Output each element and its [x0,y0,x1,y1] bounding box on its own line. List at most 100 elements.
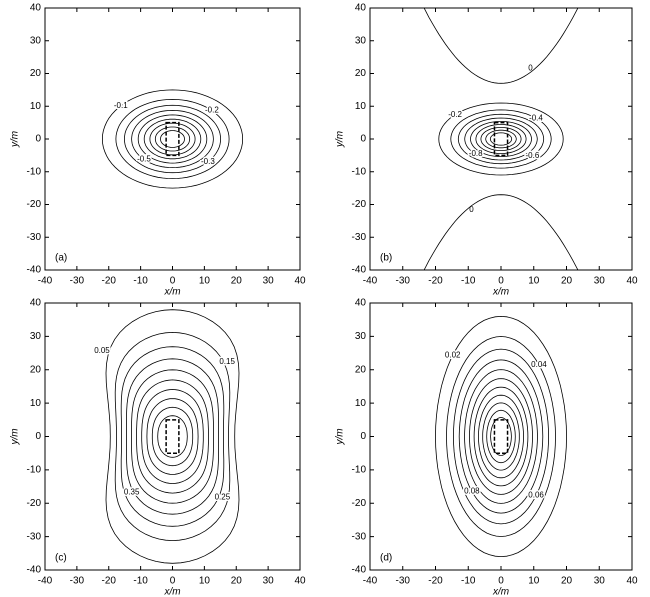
x-tick-label: -20 [428,576,443,587]
x-tick-label: 20 [561,576,573,587]
contour-line [115,98,230,180]
y-tick-label: -10 [27,166,42,177]
contour-line [154,126,191,152]
contour-line [143,118,202,160]
contour-line [105,309,240,564]
x-axis-label: x/m [163,587,180,597]
y-tick-label: 10 [355,101,367,112]
x-axis-label: x/m [492,587,509,597]
contour-line [452,348,550,525]
contour-line [131,109,214,169]
y-tick-label: -10 [352,166,367,177]
y-tick-label: 0 [35,431,41,442]
contour-line [473,386,529,487]
x-tick-label: 40 [294,276,306,287]
contour-line [489,132,513,146]
y-tick-label: 0 [360,134,366,145]
y-tick-label: -40 [352,565,367,576]
contour-label: 0.15 [219,357,235,366]
x-tick-label: 0 [170,576,176,587]
contour-label: 0.02 [445,350,461,359]
y-tick-label: -30 [27,232,42,243]
y-axis-label: y/m [10,428,21,445]
y-tick-label: 40 [30,298,42,309]
contour-line [136,379,209,494]
y-tick-label: 0 [360,431,366,442]
contour-line [101,89,244,189]
x-tick-label: -20 [428,276,443,287]
x-tick-label: 0 [498,276,504,287]
x-tick-label: -40 [363,276,378,287]
y-tick-label: 30 [30,331,42,342]
panel: -40 -30 -20 -10 0 10 20 30 40 -40 -30 -20 -10 0 10 20 30… [335,298,638,597]
y-tick-label: 20 [355,68,367,79]
contour-line [470,121,532,157]
contour-label: 0.04 [531,360,547,369]
x-tick-label: -10 [133,576,148,587]
contour-label: -0.6 [526,151,540,160]
contour-line [435,315,567,558]
y-tick-label: 20 [30,68,42,79]
x-tick-label: 30 [594,276,606,287]
x-tick-label: 30 [594,576,606,587]
x-tick-label: 10 [199,276,211,287]
contour-label: -0.4 [529,113,543,122]
y-tick-label: 40 [30,3,42,14]
contour-label: -0.5 [137,155,151,164]
x-tick-label: -10 [461,576,476,587]
contour-line [114,331,231,542]
x-tick-label: 40 [294,576,306,587]
panel: -40 -30 -20 -10 0 10 20 30 40 -40 -30 -20 -10 0 10 20 30… [335,3,638,298]
contours [423,8,579,270]
plot-frame [44,302,301,571]
contour-line [457,113,545,165]
contour-line [490,417,512,456]
source-outline [493,121,509,157]
contour-line [120,346,225,527]
y-axis-label: y/m [10,131,21,148]
plot-frame [44,7,301,271]
x-tick-label: 30 [263,276,275,287]
contour-label: -0.1 [114,101,128,110]
y-tick-label: -40 [27,265,42,276]
contour-label: 0 [469,205,474,214]
panel-label: (c) [55,553,67,564]
y-tick-label: 30 [355,35,367,46]
x-tick-label: 40 [626,276,638,287]
contour-line [464,369,538,504]
contour-line [151,406,194,467]
contour-line [482,402,520,471]
contour-line [446,336,556,537]
x-tick-label: 0 [498,576,504,587]
x-tick-label: 20 [231,576,243,587]
y-tick-label: 10 [355,398,367,409]
contour-label: 0.35 [124,487,140,496]
y-tick-label: 0 [35,134,41,145]
x-tick-label: -30 [70,576,85,587]
source-outline [165,121,180,157]
panel: -40 -30 -20 -10 0 10 20 30 40 -40 -30 -20 -10 0 10 20 30… [10,298,306,597]
panel-label: (a) [55,253,67,264]
x-axis-label: x/m [492,287,509,298]
contour-label: 0.25 [215,492,231,501]
x-tick-label: -20 [102,276,117,287]
y-tick-label: -20 [27,498,42,509]
x-tick-label: 0 [170,276,176,287]
contour-line [125,358,220,515]
y-tick-label: 20 [30,364,42,375]
contour-label: 0.08 [464,486,480,495]
panel-label: (b) [380,253,392,264]
y-tick-label: -10 [352,465,367,476]
x-tick-label: 20 [561,276,573,287]
x-tick-label: -30 [396,276,411,287]
contour-line [146,398,199,475]
x-tick-label: 40 [626,576,638,587]
contour-label: -0.8 [469,149,483,158]
x-tick-label: -40 [38,276,53,287]
y-axis-label: y/m [335,428,346,445]
y-tick-label: 10 [30,101,42,112]
y-tick-label: -40 [352,265,367,276]
contours [435,315,567,558]
contour-line [438,102,564,176]
contour-line [478,394,524,479]
